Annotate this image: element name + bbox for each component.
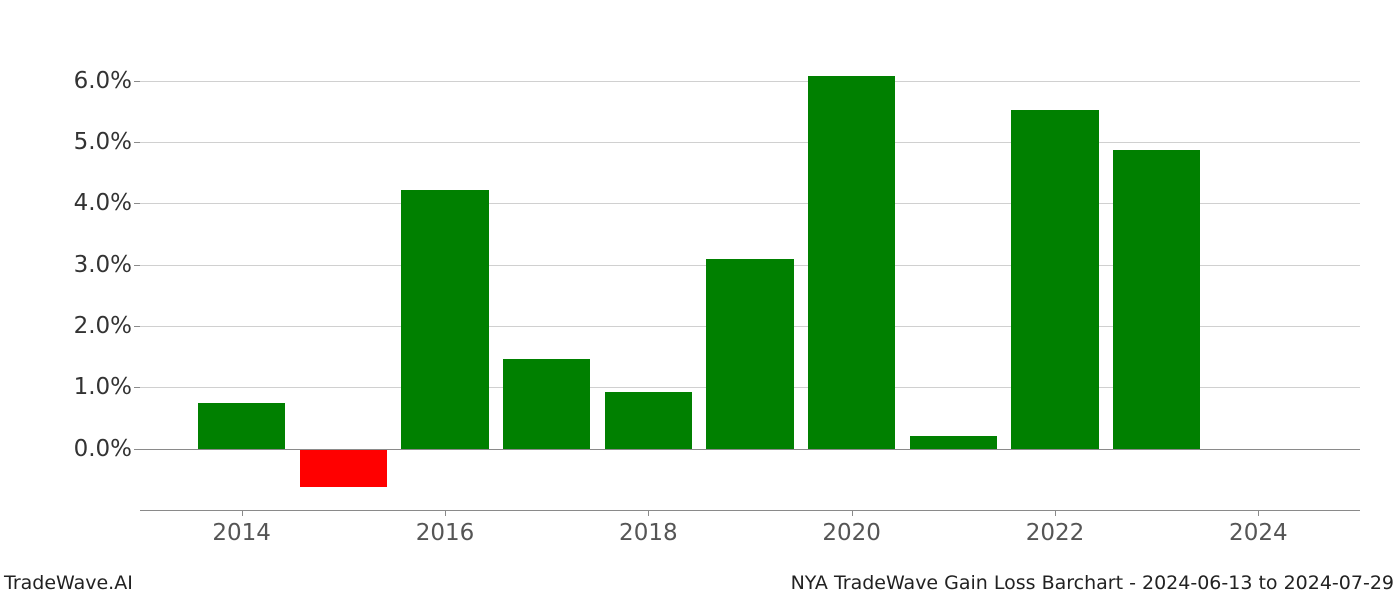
ytick-label: 5.0% <box>12 129 132 155</box>
bar <box>808 76 895 449</box>
bar <box>706 259 793 448</box>
bar <box>1113 150 1200 449</box>
figure: TradeWave.AI NYA TradeWave Gain Loss Bar… <box>0 0 1400 600</box>
zero-line-overlay <box>140 449 1360 450</box>
ytick-label: 2.0% <box>12 313 132 339</box>
axis-spine-bottom <box>140 510 1360 511</box>
xtick-label: 2014 <box>212 520 271 546</box>
ytick-label: 3.0% <box>12 252 132 278</box>
footer-left-text: TradeWave.AI <box>4 572 133 594</box>
footer-right-text: NYA TradeWave Gain Loss Barchart - 2024-… <box>791 572 1394 594</box>
xtick-mark <box>1055 510 1056 516</box>
bar <box>503 359 590 449</box>
bar <box>1011 110 1098 448</box>
xtick-label: 2016 <box>416 520 475 546</box>
bar <box>300 449 387 487</box>
xtick-label: 2020 <box>822 520 881 546</box>
xtick-mark <box>852 510 853 516</box>
bar <box>605 392 692 448</box>
xtick-label: 2022 <box>1026 520 1085 546</box>
ytick-label: 0.0% <box>12 436 132 462</box>
ytick-mark <box>134 326 140 327</box>
xtick-label: 2018 <box>619 520 678 546</box>
xtick-mark <box>648 510 649 516</box>
ytick-mark <box>134 387 140 388</box>
xtick-mark <box>445 510 446 516</box>
ytick-label: 6.0% <box>12 68 132 94</box>
ytick-label: 4.0% <box>12 190 132 216</box>
xtick-mark <box>1258 510 1259 516</box>
bar <box>198 403 285 448</box>
xtick-label: 2024 <box>1229 520 1288 546</box>
ytick-mark <box>134 142 140 143</box>
bar <box>910 436 997 448</box>
xtick-mark <box>242 510 243 516</box>
ytick-mark <box>134 265 140 266</box>
bar <box>401 190 488 449</box>
ytick-mark <box>134 81 140 82</box>
gridline <box>140 81 1360 82</box>
ytick-mark <box>134 203 140 204</box>
gridline <box>140 142 1360 143</box>
ytick-label: 1.0% <box>12 374 132 400</box>
